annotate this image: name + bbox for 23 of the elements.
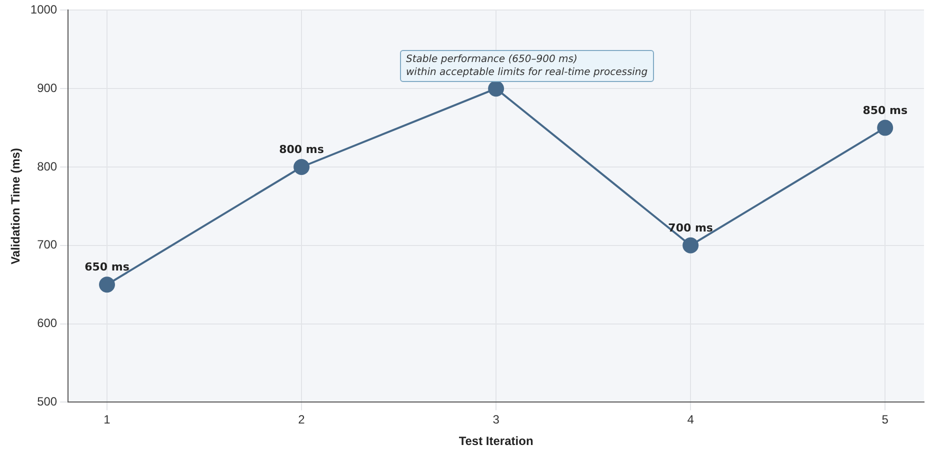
x-tick-label: 5 xyxy=(882,412,889,427)
x-tick-label: 4 xyxy=(687,412,694,427)
y-tick-label: 500 xyxy=(37,394,58,409)
y-tick-label: 900 xyxy=(37,80,58,95)
x-tick-label: 3 xyxy=(492,412,500,427)
point xyxy=(99,276,115,293)
data-label: 800 ms xyxy=(279,143,324,156)
point xyxy=(877,120,894,136)
data-label: 850 ms xyxy=(862,104,908,117)
x-tick-label: 1 xyxy=(104,412,111,427)
y-tick-label: 800 xyxy=(37,159,58,174)
x-tick-label: 2 xyxy=(298,412,306,427)
y-tick-label: 700 xyxy=(37,238,58,252)
point xyxy=(294,159,310,175)
y-tick-label: 1000 xyxy=(30,2,58,17)
data-label: 650 ms xyxy=(84,260,130,274)
data-label: 700 ms xyxy=(668,221,714,234)
point xyxy=(682,237,699,254)
y-axis-title: Validation Time (ms) xyxy=(8,148,23,264)
annotation: Stable performance (650–900 ms) within acceptable limits for real-time processing xyxy=(400,50,654,82)
point xyxy=(488,80,504,97)
x-axis-title: Test Iteration xyxy=(458,434,534,448)
y-tick-label: 600 xyxy=(37,316,58,330)
